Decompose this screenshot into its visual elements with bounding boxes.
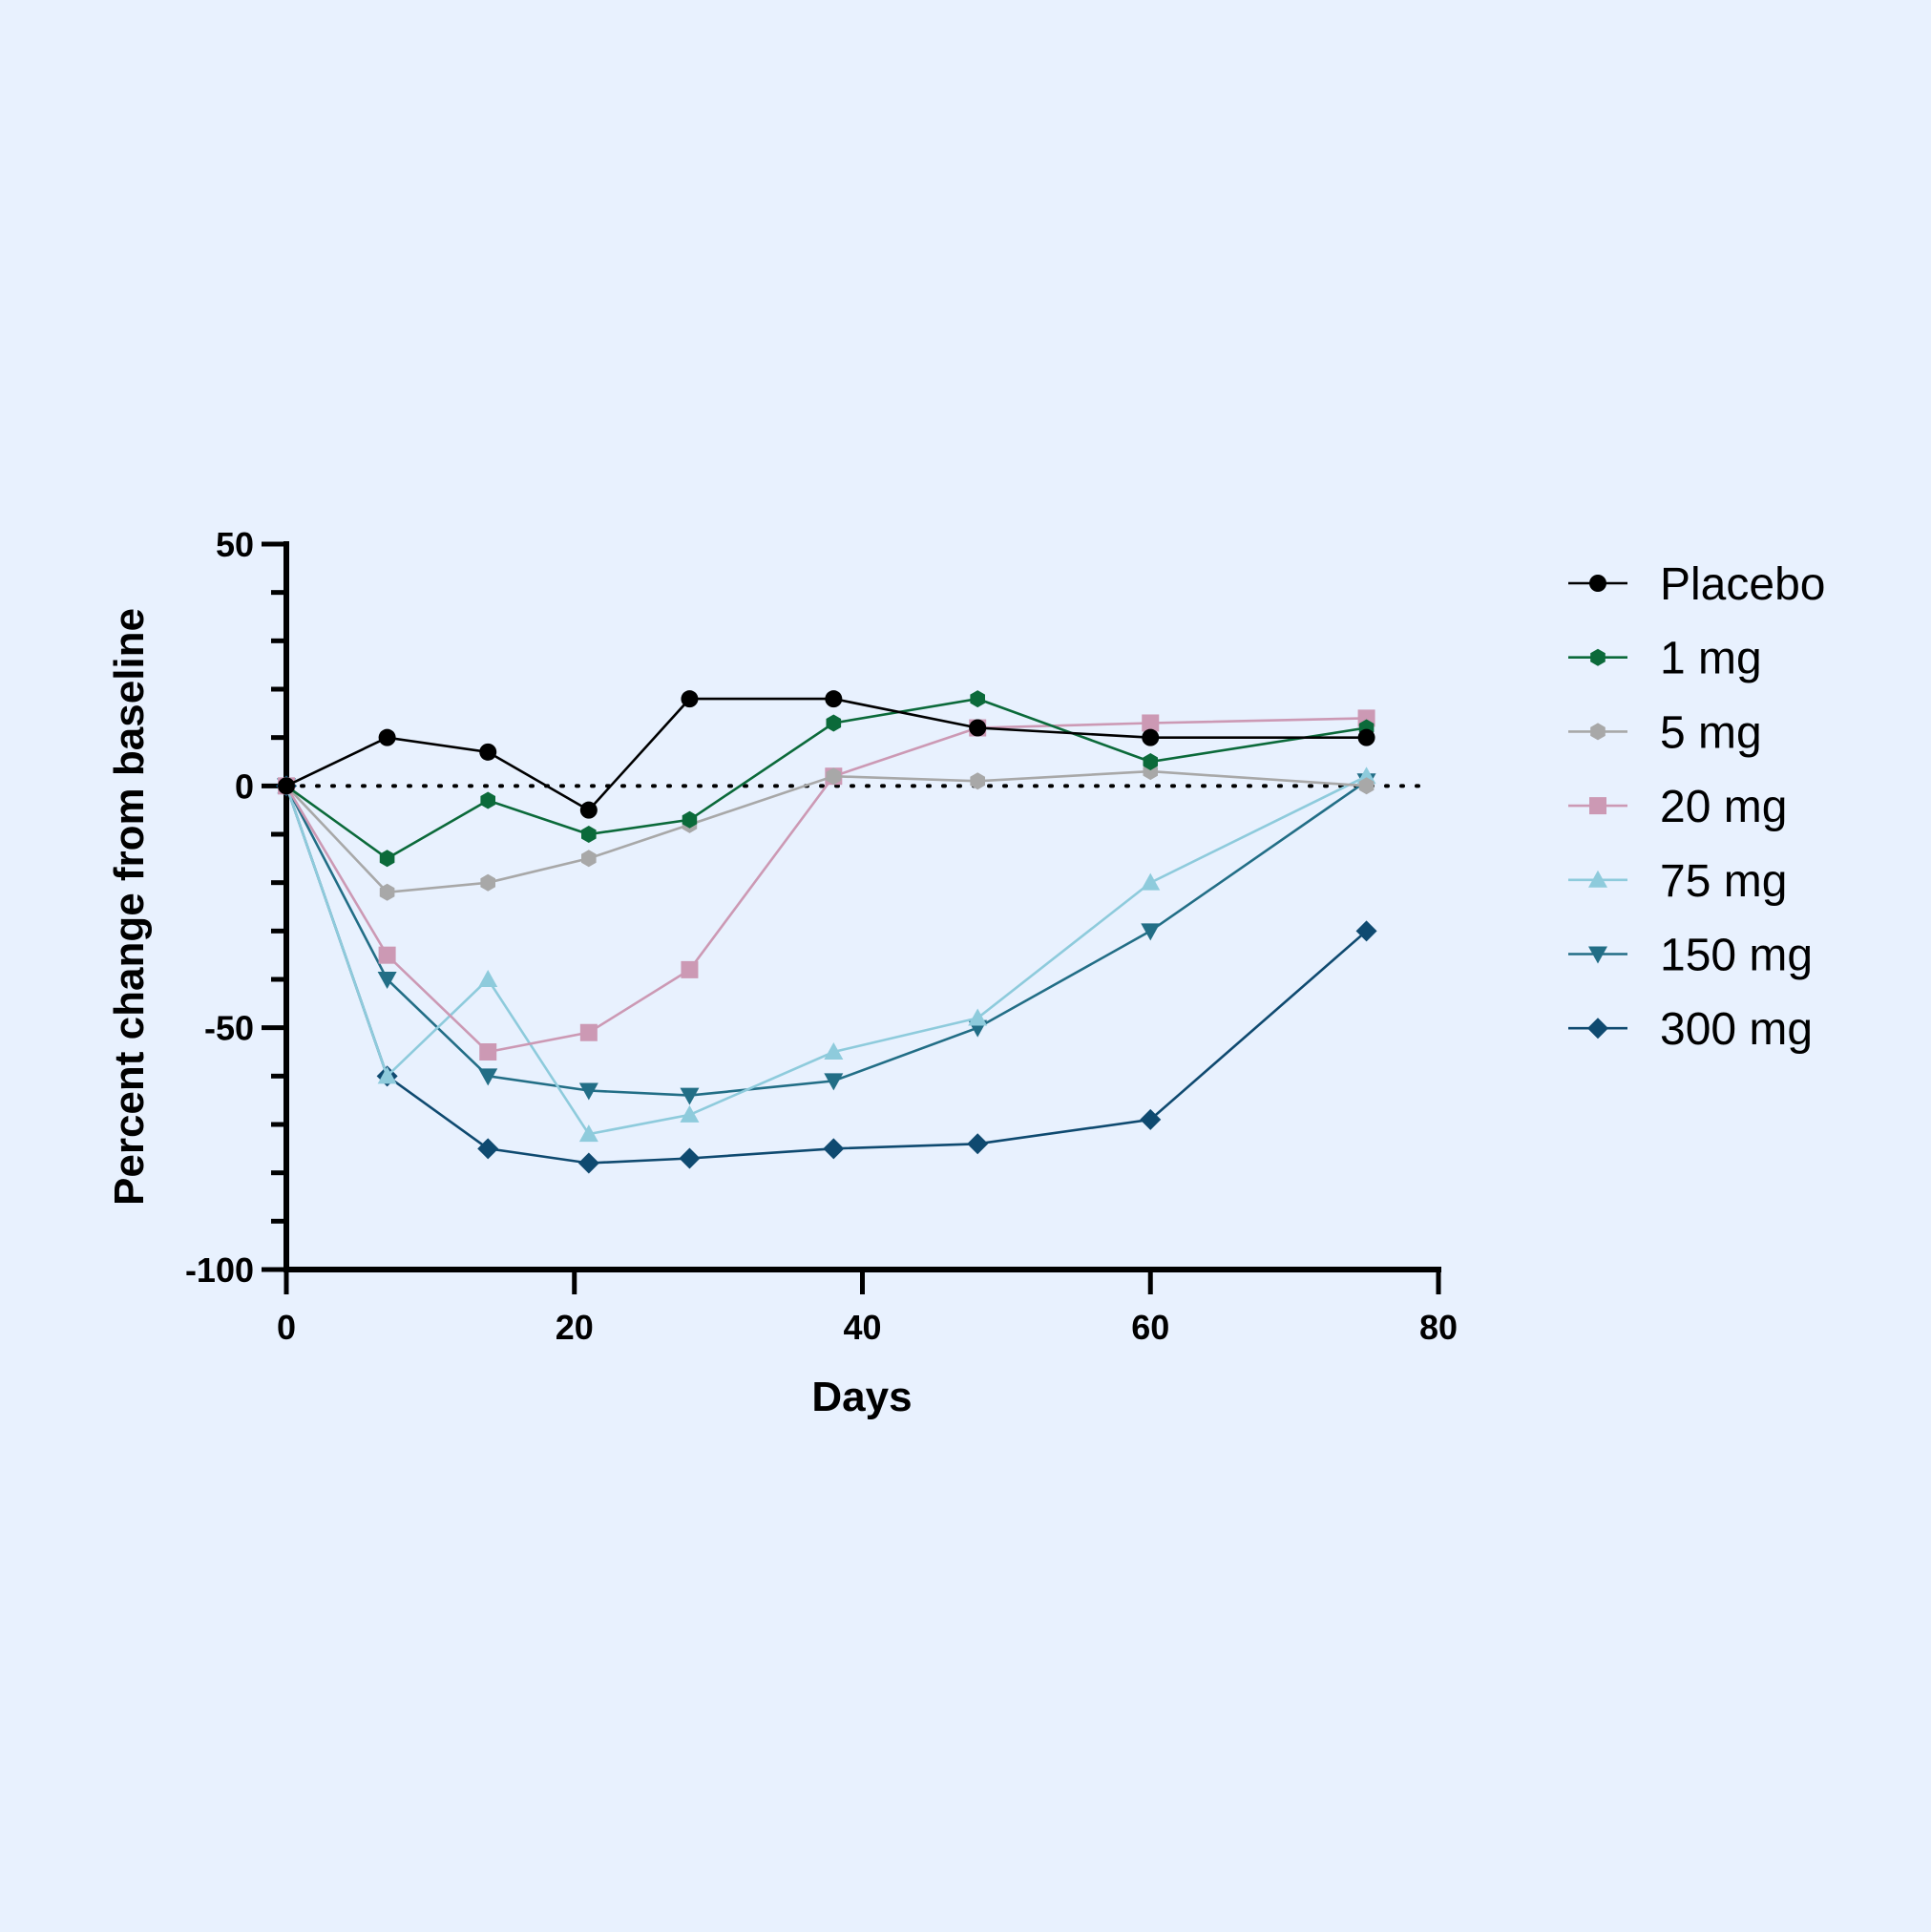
legend-marker <box>1589 797 1606 815</box>
y-tick-label: 50 <box>216 525 254 564</box>
x-tick-label: 20 <box>556 1308 594 1347</box>
data-point-300-mg <box>1355 920 1377 942</box>
series-150-mg <box>277 773 1376 1105</box>
data-point-1-mg <box>480 791 495 809</box>
axes: 50 0 -50 -100 0 20 40 60 80 <box>185 525 1458 1347</box>
data-point-1-mg <box>581 826 597 843</box>
y-tick-label: -100 <box>185 1250 254 1290</box>
legend-entry-75-mg: 75 mg <box>1568 856 1787 907</box>
data-point-20-mg <box>1142 714 1160 732</box>
x-axis-title: Days <box>811 1374 912 1420</box>
data-point-75-mg <box>680 1104 700 1123</box>
data-point-150-mg <box>478 1068 498 1086</box>
data-point-75-mg <box>1141 872 1161 891</box>
y-tick-label: 0 <box>235 766 254 806</box>
data-point-placebo <box>378 728 396 746</box>
series-1-mg <box>279 690 1375 868</box>
data-point-75-mg <box>968 1008 988 1026</box>
data-point-1-mg <box>682 810 698 829</box>
data-point-placebo <box>969 719 987 737</box>
legend-marker <box>1587 1018 1608 1040</box>
legend-entry-300-mg: 300 mg <box>1568 1004 1813 1055</box>
data-point-300-mg <box>823 1138 845 1160</box>
data-point-placebo <box>681 690 699 708</box>
x-tick-label: 80 <box>1419 1308 1458 1347</box>
series-placebo <box>278 690 1375 819</box>
data-point-75-mg <box>478 970 498 987</box>
data-point-300-mg <box>967 1133 989 1155</box>
legend-label: 300 mg <box>1660 1004 1813 1055</box>
series-75-mg <box>277 766 1376 1143</box>
legend-entry-5-mg: 5 mg <box>1568 707 1762 758</box>
data-point-150-mg <box>578 1082 598 1101</box>
legend-label: 150 mg <box>1660 931 1813 981</box>
legend-label: 20 mg <box>1660 782 1787 832</box>
data-point-placebo <box>479 743 497 761</box>
legend-label: 5 mg <box>1660 707 1762 758</box>
data-point-5-mg <box>379 883 395 901</box>
series-line-300-mg <box>284 785 1368 1165</box>
legend-label: 1 mg <box>1660 634 1762 684</box>
data-point-300-mg <box>679 1147 701 1169</box>
data-point-placebo <box>579 801 598 819</box>
data-point-1-mg <box>1143 753 1158 770</box>
x-tick-label: 0 <box>277 1308 296 1347</box>
data-point-75-mg <box>824 1042 844 1060</box>
series-line-150-mg <box>284 780 1368 1097</box>
series-line-5-mg <box>285 769 1367 894</box>
legend-marker <box>1589 575 1606 592</box>
data-point-placebo <box>1142 728 1160 746</box>
legend: Placebo 1 mg 5 mg 20 mg 75 mg 150 mg 300 mg <box>1568 559 1825 1055</box>
data-point-5-mg <box>480 873 495 892</box>
data-point-placebo <box>278 777 295 795</box>
data-point-5-mg <box>581 850 597 868</box>
data-point-150-mg <box>377 972 397 989</box>
legend-label: Placebo <box>1660 559 1825 610</box>
data-point-150-mg <box>824 1073 844 1091</box>
data-point-20-mg <box>479 1043 497 1060</box>
data-point-150-mg <box>1141 923 1161 941</box>
data-point-75-mg <box>1356 766 1376 785</box>
data-point-placebo <box>1357 728 1375 746</box>
data-point-5-mg <box>826 767 842 786</box>
legend-marker <box>1588 870 1607 888</box>
data-point-1-mg <box>970 690 985 708</box>
legend-label: 75 mg <box>1660 856 1787 907</box>
plot-area <box>276 690 1434 1174</box>
data-point-1-mg <box>826 714 842 732</box>
data-point-1-mg <box>379 850 395 868</box>
data-point-20-mg <box>378 946 396 964</box>
x-tick-label: 60 <box>1131 1308 1169 1347</box>
series-300-mg <box>276 775 1377 1174</box>
legend-entry-150-mg: 150 mg <box>1568 931 1813 981</box>
data-point-placebo <box>825 690 843 708</box>
y-axis-title: Percent change from baseline <box>106 608 153 1206</box>
data-point-20-mg <box>681 960 699 978</box>
legend-entry-placebo: Placebo <box>1568 559 1825 610</box>
legend-marker <box>1588 946 1607 964</box>
data-point-300-mg <box>477 1138 499 1160</box>
data-point-5-mg <box>970 772 985 790</box>
legend-entry-1-mg: 1 mg <box>1568 634 1762 684</box>
legend-marker <box>1590 648 1606 666</box>
data-point-5-mg <box>1358 777 1375 795</box>
data-point-300-mg <box>577 1152 599 1174</box>
x-tick-label: 40 <box>843 1308 881 1347</box>
data-point-20-mg <box>579 1023 598 1041</box>
legend-marker <box>1590 723 1606 741</box>
series-20-mg <box>278 709 1375 1060</box>
data-point-300-mg <box>1140 1108 1162 1130</box>
legend-entry-20-mg: 20 mg <box>1568 782 1787 832</box>
data-point-75-mg <box>377 1066 397 1084</box>
data-point-75-mg <box>578 1124 598 1143</box>
y-tick-label: -50 <box>204 1009 254 1048</box>
data-point-150-mg <box>680 1087 700 1105</box>
